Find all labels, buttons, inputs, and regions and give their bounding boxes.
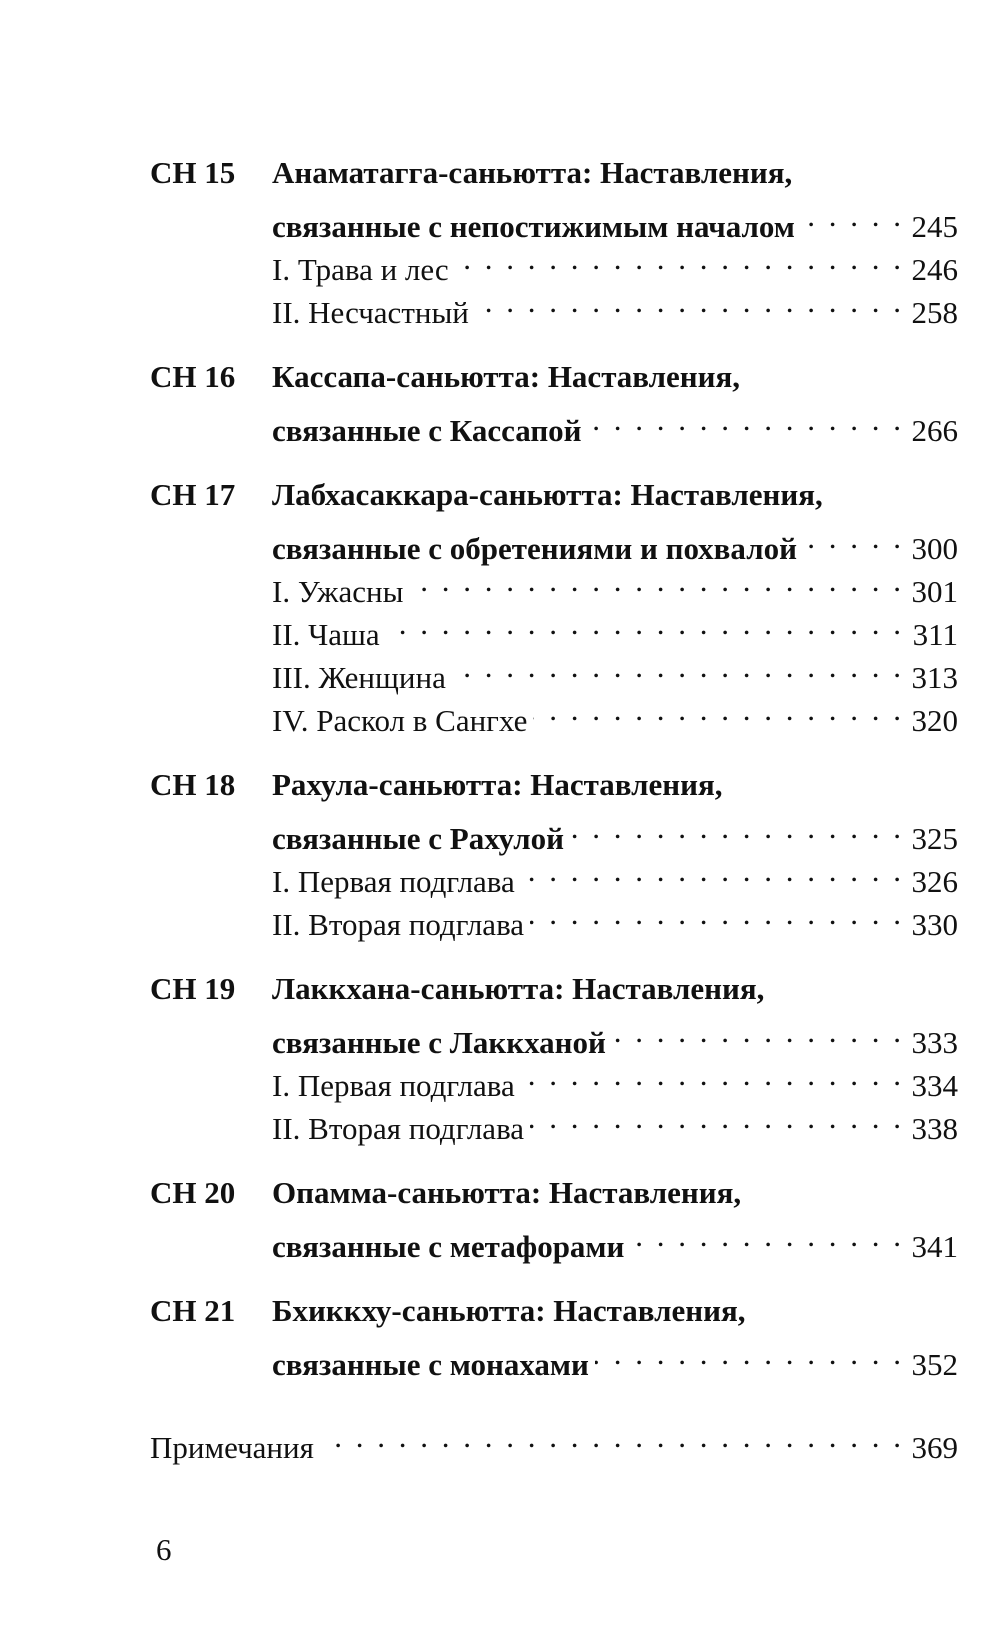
dot-leader: [801, 194, 904, 237]
chapter-title: Рахула-саньютта: Наставления,: [272, 767, 723, 802]
dot-leader: [530, 892, 904, 935]
toc-section-entry[interactable]: I. Первая подглава 326: [150, 849, 958, 899]
page-ref: 300: [911, 531, 959, 566]
dot-leader: [612, 1010, 904, 1053]
section-title: II. Чаша: [272, 617, 380, 652]
section-title: III. Женщина: [272, 660, 446, 695]
toc-section-entry[interactable]: II. Вторая подглава 338: [150, 1096, 958, 1146]
chapter-title: Лаккхана-саньютта: Наставления,: [272, 971, 765, 1006]
chapter-subtitle: связанные с Рахулой: [272, 821, 565, 856]
page-ref: 325: [911, 821, 959, 856]
page-ref: 313: [911, 660, 959, 695]
chapter-code: СН 19: [150, 971, 236, 1006]
toc-section-entry[interactable]: I. Трава и лес 246: [150, 237, 958, 287]
toc-chapter: СН 15 Анаматагга-саньютта: Наставления, св…: [150, 151, 958, 330]
toc-section-entry[interactable]: III. Женщина 313: [150, 645, 958, 695]
dot-leader: [530, 1096, 904, 1139]
page-ref: 326: [911, 864, 959, 899]
dot-leader: [521, 849, 904, 892]
dot-leader: [533, 688, 904, 731]
section-title: II. Вторая подглава: [272, 907, 525, 942]
chapter-code: СН 20: [150, 1175, 236, 1210]
chapter-heading-row: СН 17 Лабхасаккара-саньютта: Наставления,: [150, 473, 958, 516]
page-ref: 369: [911, 1430, 959, 1465]
dot-leader: [630, 1214, 904, 1257]
page-ref: 341: [911, 1229, 959, 1264]
page-ref: 352: [911, 1347, 959, 1382]
page-ref: 333: [911, 1025, 959, 1060]
toc-section-entry[interactable]: I. Первая подглава 334: [150, 1053, 958, 1103]
chapter-heading-row: СН 16 Кассапа-саньютта: Наставления,: [150, 355, 958, 398]
toc-chapter: СН 21 Бхиккху-саньютта: Наставления, связа…: [150, 1289, 958, 1382]
section-title: I. Трава и лес: [272, 252, 449, 287]
dot-leader: [386, 602, 904, 645]
toc-section-entry[interactable]: II. Вторая подглава 330: [150, 892, 958, 942]
notes-title: Примечания: [150, 1430, 314, 1465]
toc-section-entry[interactable]: IV. Раскол в Сангхе 320: [150, 688, 958, 738]
dot-leader: [320, 1415, 904, 1458]
toc-entry[interactable]: связанные с Лаккханой333: [150, 1010, 958, 1060]
chapter-subtitle: связанные с метафорами: [272, 1229, 625, 1264]
toc-entry[interactable]: связанные с обретениями и похвалой300: [150, 516, 958, 566]
toc-entry[interactable]: связанные с монахами 352: [150, 1332, 958, 1382]
page-ref: 330: [911, 907, 959, 942]
page-ref: 258: [911, 295, 959, 330]
section-title: II. Несчастный: [272, 295, 469, 330]
toc-chapter: СН 20 Опамма-саньютта: Наставления, связан…: [150, 1171, 958, 1264]
chapter-code: СН 17: [150, 477, 236, 512]
dot-leader: [475, 280, 904, 323]
toc-chapter: СН 16 Кассапа-саньютта: Наставления, связа…: [150, 355, 958, 448]
toc-notes-entry[interactable]: Примечания 369: [150, 1415, 958, 1465]
dot-leader: [570, 806, 904, 849]
chapter-title: Опамма-саньютта: Наставления,: [272, 1175, 742, 1210]
chapter-title: Анаматагга-саньютта: Наставления,: [272, 155, 793, 190]
section-title: II. Вторая подглава: [272, 1111, 525, 1146]
dot-leader: [588, 398, 904, 441]
section-title: I. Первая подглава: [272, 864, 515, 899]
chapter-title: Кассапа-саньютта: Наставления,: [272, 359, 741, 394]
toc-entry[interactable]: связанные с метафорами 341: [150, 1214, 958, 1264]
chapter-subtitle: связанные с Кассапой: [272, 413, 582, 448]
table-of-contents: СН 15 Анаматагга-саньютта: Наставления, св…: [150, 151, 958, 1465]
page-ref: 301: [911, 574, 959, 609]
chapter-code: СН 18: [150, 767, 236, 802]
page-ref: 334: [911, 1068, 959, 1103]
chapter-heading-row: СН 21 Бхиккху-саньютта: Наставления,: [150, 1289, 958, 1332]
page-ref: 320: [911, 703, 959, 738]
section-title: I. Первая подглава: [272, 1068, 515, 1103]
page-ref: 311: [912, 617, 958, 652]
chapter-heading-row: СН 20 Опамма-саньютта: Наставления,: [150, 1171, 958, 1214]
dot-leader: [452, 645, 904, 688]
toc-section-entry[interactable]: I. Ужасны 301: [150, 559, 958, 609]
dot-leader: [595, 1332, 904, 1375]
chapter-heading-row: СН 19 Лаккхана-саньютта: Наставления,: [150, 967, 958, 1010]
toc-chapter: СН 19 Лаккхана-саньютта: Наставления, связ…: [150, 967, 958, 1146]
chapter-subtitle: связанные с монахами: [272, 1347, 589, 1382]
toc-chapter: СН 17 Лабхасаккара-саньютта: Наставления,…: [150, 473, 958, 738]
toc-section-entry[interactable]: II. Чаша 311: [150, 602, 958, 652]
dot-leader: [803, 516, 904, 559]
chapter-heading-row: СН 18 Рахула-саньютта: Наставления,: [150, 763, 958, 806]
page-ref: 245: [911, 209, 959, 244]
dot-leader: [409, 559, 904, 602]
chapter-title: Лабхасаккара-саньютта: Наставления,: [272, 477, 823, 512]
page-ref: 338: [911, 1111, 959, 1146]
toc-entry[interactable]: связанные с Рахулой 325: [150, 806, 958, 856]
dot-leader: [521, 1053, 904, 1096]
toc-entry[interactable]: связанные с непостижимым началом245: [150, 194, 958, 244]
toc-section-entry[interactable]: II. Несчастный 258: [150, 280, 958, 330]
dot-leader: [455, 237, 904, 280]
toc-entry[interactable]: связанные с Кассапой 266: [150, 398, 958, 448]
page-ref: 246: [911, 252, 959, 287]
page-ref: 266: [911, 413, 959, 448]
chapter-code: СН 15: [150, 155, 236, 190]
chapter-code: СН 16: [150, 359, 236, 394]
chapter-heading-row: СН 15 Анаматагга-саньютта: Наставления,: [150, 151, 958, 194]
chapter-title: Бхиккху-саньютта: Наставления,: [272, 1293, 746, 1328]
chapter-code: СН 21: [150, 1293, 236, 1328]
section-title: I. Ужасны: [272, 574, 404, 609]
page-number: 6: [156, 1532, 172, 1567]
toc-chapter: СН 18 Рахула-саньютта: Наставления, связан…: [150, 763, 958, 942]
section-title: IV. Раскол в Сангхе: [272, 703, 528, 738]
